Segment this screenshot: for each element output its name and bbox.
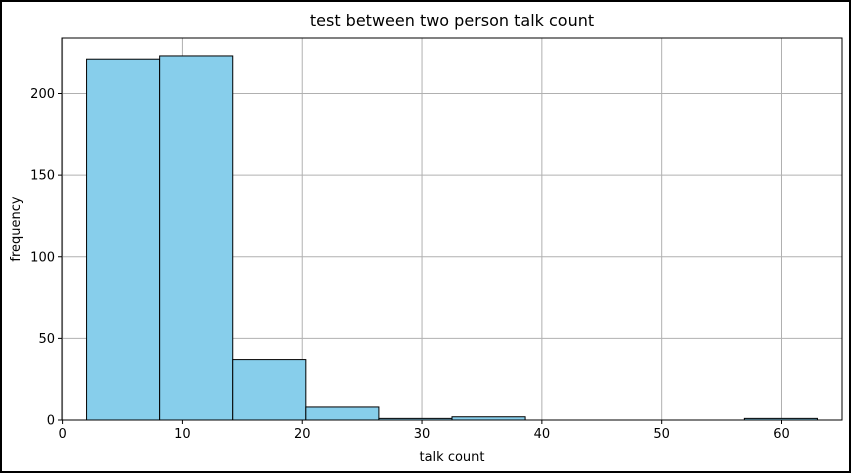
- histogram-bars: [86, 55, 818, 421]
- y-tick-label-4: 200: [30, 87, 55, 102]
- y-tick-label-1: 50: [38, 332, 55, 347]
- y-tick-label-2: 100: [30, 250, 55, 265]
- x-tick-label-5: 50: [653, 427, 670, 442]
- histogram-bar-2: [232, 359, 307, 421]
- histogram-bar-3: [305, 406, 380, 421]
- x-tick-label-2: 20: [294, 427, 311, 442]
- y-tick-label-0: 0: [47, 414, 55, 429]
- plot-axes: [61, 37, 843, 421]
- histogram-bar-0: [86, 58, 161, 421]
- x-tick-label-4: 40: [534, 427, 551, 442]
- x-axis-label: talk count: [419, 450, 484, 465]
- x-tick-label-6: 60: [773, 427, 790, 442]
- chart-title: test between two person talk count: [310, 11, 594, 30]
- histogram-bar-1: [159, 55, 234, 421]
- plot-frame: [61, 37, 843, 421]
- y-tick-label-3: 150: [30, 169, 55, 184]
- axis-ticks: 0 10 20 30 40 50 60 0 50 100 150 200: [30, 87, 790, 442]
- x-tick-label-1: 10: [174, 427, 191, 442]
- y-axis-label: frequency: [9, 196, 24, 262]
- x-tick-label-3: 30: [414, 427, 431, 442]
- x-tick-label-0: 0: [58, 427, 66, 442]
